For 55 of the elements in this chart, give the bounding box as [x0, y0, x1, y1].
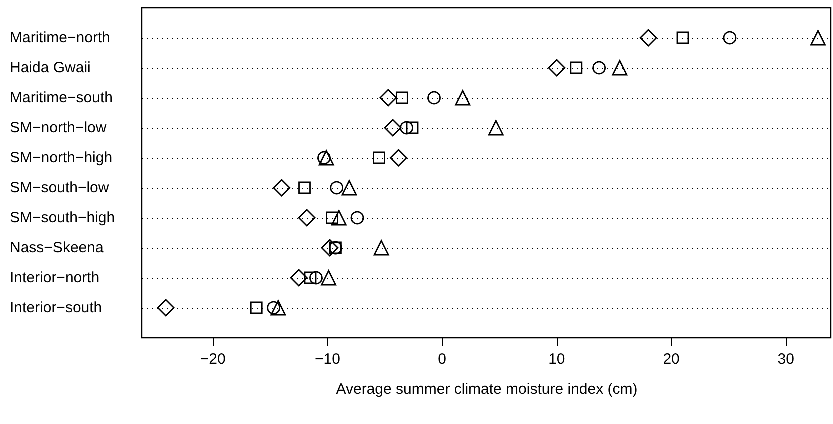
point — [326, 212, 338, 224]
y-tick-label: Interior−south — [10, 300, 102, 316]
point — [570, 62, 583, 74]
point — [310, 271, 323, 285]
point — [290, 269, 308, 287]
point — [640, 29, 658, 47]
point — [380, 89, 398, 107]
point — [331, 210, 347, 226]
point — [250, 302, 263, 314]
y-tick-label: Interior−north — [10, 270, 100, 286]
point — [406, 122, 419, 134]
y-tick-label: Maritime−south — [10, 90, 113, 106]
point — [318, 150, 334, 166]
point — [270, 300, 286, 316]
point — [298, 182, 311, 194]
y-tick-label: SM−north−high — [10, 150, 113, 166]
point — [342, 180, 358, 196]
y-tick-label: SM−south−high — [10, 210, 116, 226]
x-tick-label: −10 — [314, 351, 340, 368]
x-tick-label: 30 — [778, 351, 794, 368]
point — [267, 301, 281, 315]
y-tick-label: Nass−Skeena — [10, 240, 104, 256]
point — [810, 30, 826, 46]
point — [157, 299, 175, 317]
point — [400, 121, 414, 135]
point — [350, 211, 364, 225]
point — [384, 119, 402, 137]
point — [304, 272, 317, 284]
x-tick-label: 10 — [548, 351, 566, 368]
x-tick-label: 20 — [663, 351, 680, 368]
y-tick-label: Maritime−north — [10, 30, 110, 46]
point — [390, 149, 408, 167]
point — [612, 60, 628, 76]
point — [428, 91, 441, 105]
point — [374, 240, 390, 256]
point — [330, 181, 344, 195]
point — [373, 152, 386, 164]
point — [321, 239, 339, 257]
point — [273, 179, 291, 197]
y-tick-label: SM−south−low — [10, 180, 110, 196]
point — [321, 270, 337, 286]
y-tick-label: Haida Gwaii — [10, 60, 91, 76]
point — [318, 151, 331, 165]
y-tick-label: SM−north−low — [10, 120, 107, 136]
x-tick-label: 0 — [438, 351, 446, 368]
point — [723, 31, 737, 45]
x-axis-title: Average summer climate moisture index (cm) — [336, 381, 638, 398]
point — [298, 209, 316, 227]
x-tick-label: −20 — [200, 351, 226, 368]
point — [676, 32, 690, 44]
point — [548, 59, 566, 77]
point — [488, 120, 504, 136]
point — [396, 92, 408, 104]
point — [455, 90, 471, 106]
point — [592, 61, 606, 75]
